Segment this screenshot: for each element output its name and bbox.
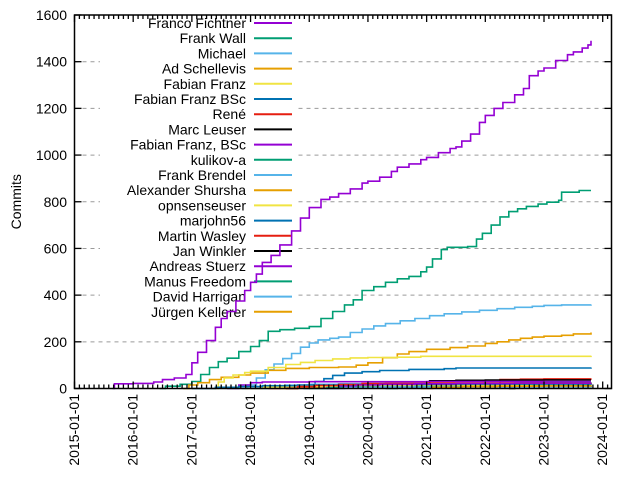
- legend-label: kulikov-a: [191, 152, 246, 168]
- legend-label: Fabian Franz, BSc: [130, 137, 246, 153]
- legend-label: Jan Winkler: [173, 243, 246, 259]
- legend-label: David Harrigan: [153, 289, 246, 305]
- legend-label: Manus Freedom: [144, 273, 246, 289]
- x-tick-label: 2023-01-01: [536, 394, 552, 466]
- y-tick-label: 1200: [36, 100, 67, 116]
- legend-label: Marc Leuser: [168, 121, 246, 137]
- x-tick-label: 2018-01-01: [242, 394, 258, 466]
- legend-label: Alexander Shursha: [127, 182, 246, 198]
- x-tick-label: 2015-01-01: [66, 394, 82, 466]
- legend-label: Martin Wasley: [158, 228, 246, 244]
- series-line: [159, 189, 591, 390]
- series-line: [420, 385, 592, 390]
- x-tick-label: 2020-01-01: [359, 394, 375, 466]
- y-tick-label: 1600: [36, 7, 67, 23]
- legend-label: Ad Schellevis: [162, 61, 246, 77]
- series-line: [212, 355, 592, 390]
- legend-label: Frank Brendel: [158, 167, 246, 183]
- y-tick-label: 1000: [36, 147, 67, 163]
- x-tick-label: 2022-01-01: [477, 394, 493, 466]
- y-tick-label: 800: [44, 194, 68, 210]
- x-tick-label: 2019-01-01: [301, 394, 317, 466]
- legend-label: opnsenseuser: [158, 197, 246, 213]
- x-tick-label: 2024-01-01: [594, 394, 610, 466]
- y-tick-label: 400: [44, 287, 68, 303]
- x-tick-label: 2016-01-01: [125, 394, 141, 466]
- legend-label: Jürgen Kellerer: [151, 304, 246, 320]
- series-line: [241, 304, 592, 390]
- series-line: [326, 382, 592, 390]
- legend-label: Andreas Stuerz: [150, 258, 247, 274]
- legend-label: marjohn56: [180, 213, 246, 229]
- y-tick-label: 600: [44, 240, 68, 256]
- legend-label: Fabian Franz: [164, 76, 246, 92]
- y-tick-label: 0: [59, 381, 67, 397]
- legend-label: Frank Wall: [180, 30, 246, 46]
- legend-box: [100, 14, 296, 320]
- legend-label: Michael: [198, 45, 246, 61]
- x-tick-label: 2021-01-01: [418, 394, 434, 466]
- legend-label: René: [213, 106, 247, 122]
- y-tick-label: 1400: [36, 54, 67, 70]
- y-tick-label: 200: [44, 334, 68, 350]
- x-tick-label: 2017-01-01: [183, 394, 199, 466]
- series-line: [112, 40, 592, 390]
- y-axis-title: Commits: [8, 174, 24, 229]
- legend-label: Fabian Franz BSc: [134, 91, 246, 107]
